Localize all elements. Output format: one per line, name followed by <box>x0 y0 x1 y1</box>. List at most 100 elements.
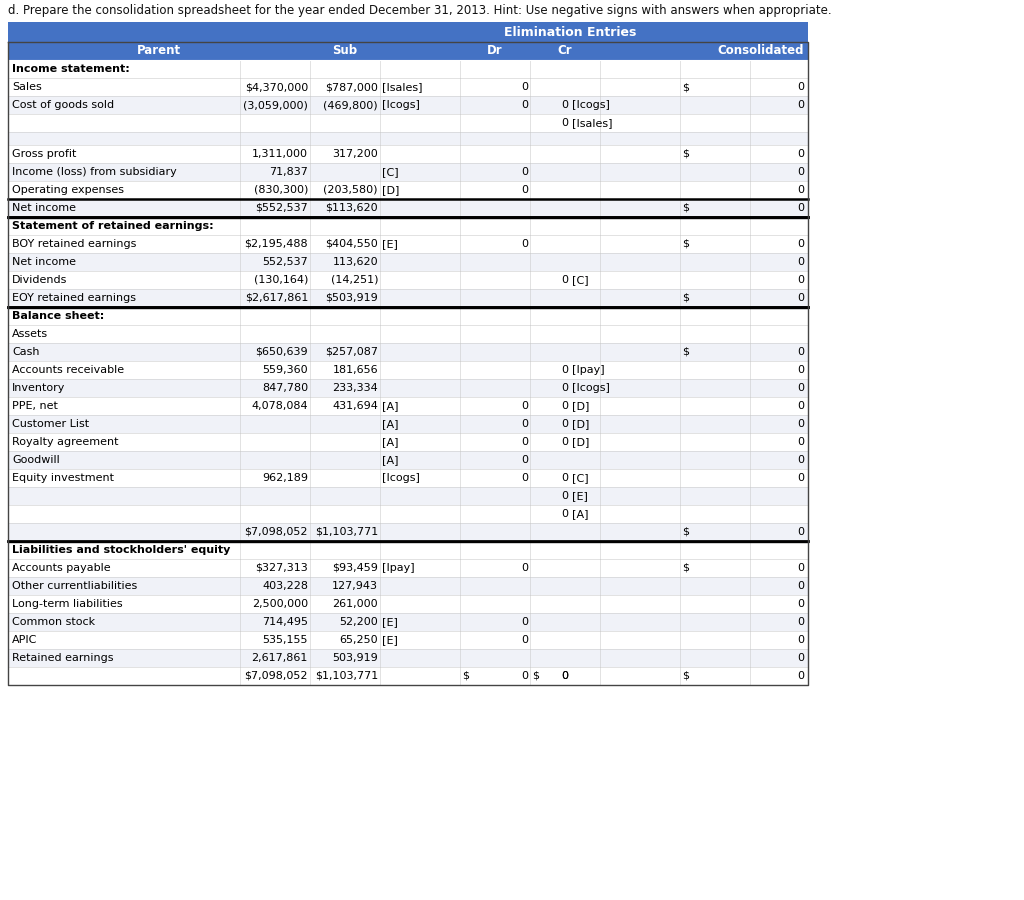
Text: $113,620: $113,620 <box>326 202 378 212</box>
Text: 1,311,000: 1,311,000 <box>252 148 308 158</box>
Bar <box>8 60 808 78</box>
Bar <box>8 235 808 253</box>
Bar <box>8 114 808 132</box>
Text: $787,000: $787,000 <box>326 82 378 92</box>
Bar <box>8 559 808 577</box>
Bar <box>8 253 808 271</box>
Text: 0: 0 <box>797 364 804 374</box>
Text: Consolidated: Consolidated <box>718 44 804 58</box>
Text: [Ipay]: [Ipay] <box>382 562 415 572</box>
Text: $257,087: $257,087 <box>325 346 378 356</box>
Text: Long-term liabilities: Long-term liabilities <box>12 598 123 608</box>
Bar <box>8 163 808 181</box>
Text: [D]: [D] <box>572 436 590 446</box>
Text: $4,370,000: $4,370,000 <box>245 82 308 92</box>
Text: 0: 0 <box>521 670 528 680</box>
Text: $1,103,771: $1,103,771 <box>314 670 378 680</box>
Text: APIC: APIC <box>12 634 37 644</box>
Bar <box>8 22 808 42</box>
Text: (130,164): (130,164) <box>254 274 308 284</box>
Bar <box>8 289 808 307</box>
Text: Cash: Cash <box>12 346 40 356</box>
Text: [C]: [C] <box>572 274 589 284</box>
Text: [D]: [D] <box>572 400 590 410</box>
Text: $: $ <box>462 670 469 680</box>
Text: [Icogs]: [Icogs] <box>382 100 420 110</box>
Text: 0: 0 <box>797 346 804 356</box>
Text: [A]: [A] <box>382 454 398 464</box>
Text: [E]: [E] <box>382 616 398 626</box>
Bar <box>8 78 808 96</box>
Text: [A]: [A] <box>572 508 589 518</box>
Text: $: $ <box>682 292 689 302</box>
Text: 0: 0 <box>797 184 804 194</box>
Text: [C]: [C] <box>382 166 398 176</box>
Text: Parent: Parent <box>137 44 181 58</box>
Text: [Ipay]: [Ipay] <box>572 364 604 374</box>
Text: 0: 0 <box>797 418 804 428</box>
Text: $: $ <box>682 562 689 572</box>
Text: 0: 0 <box>797 238 804 248</box>
Text: 0: 0 <box>797 652 804 662</box>
Text: 0: 0 <box>797 100 804 110</box>
Text: $1,103,771: $1,103,771 <box>314 526 378 536</box>
Text: 0: 0 <box>797 256 804 266</box>
Bar <box>8 613 808 631</box>
Bar <box>8 523 808 541</box>
Bar <box>8 379 808 397</box>
Text: 317,200: 317,200 <box>332 148 378 158</box>
Text: [E]: [E] <box>572 491 588 500</box>
Text: Sales: Sales <box>12 82 42 92</box>
Bar <box>8 181 808 199</box>
Text: $404,550: $404,550 <box>326 238 378 248</box>
Text: 113,620: 113,620 <box>333 256 378 266</box>
Bar <box>8 649 808 667</box>
Text: $: $ <box>682 670 689 680</box>
Text: 0: 0 <box>561 670 568 680</box>
Text: 0: 0 <box>797 526 804 536</box>
Bar <box>8 145 808 163</box>
Text: Common stock: Common stock <box>12 616 95 626</box>
Text: [A]: [A] <box>382 418 398 428</box>
Text: 0: 0 <box>797 82 804 92</box>
Text: 0: 0 <box>797 616 804 626</box>
Text: 714,495: 714,495 <box>262 616 308 626</box>
Text: 0: 0 <box>797 292 804 302</box>
Text: PPE, net: PPE, net <box>12 400 58 410</box>
Text: Inventory: Inventory <box>12 382 66 392</box>
Text: $: $ <box>682 202 689 212</box>
Text: 0: 0 <box>561 364 568 374</box>
Text: 0: 0 <box>797 436 804 446</box>
Text: 0: 0 <box>521 238 528 248</box>
Bar <box>8 325 808 343</box>
Text: Liabilities and stockholders' equity: Liabilities and stockholders' equity <box>12 544 230 554</box>
Text: 127,943: 127,943 <box>332 580 378 590</box>
Text: $: $ <box>682 148 689 158</box>
Text: [D]: [D] <box>382 184 399 194</box>
Text: 0: 0 <box>797 166 804 176</box>
Text: Dividends: Dividends <box>12 274 68 284</box>
Text: $: $ <box>682 238 689 248</box>
Bar <box>8 397 808 415</box>
Text: 0: 0 <box>521 616 528 626</box>
Text: EOY retained earnings: EOY retained earnings <box>12 292 136 302</box>
Text: 0: 0 <box>521 184 528 194</box>
Text: 0: 0 <box>797 274 804 284</box>
Bar <box>8 415 808 433</box>
Text: (830,300): (830,300) <box>254 184 308 194</box>
Text: [A]: [A] <box>382 400 398 410</box>
Text: 0: 0 <box>797 454 804 464</box>
Text: [C]: [C] <box>572 472 589 482</box>
Text: $552,537: $552,537 <box>255 202 308 212</box>
Text: 552,537: 552,537 <box>262 256 308 266</box>
Text: 0: 0 <box>797 580 804 590</box>
Bar <box>8 96 808 114</box>
Text: [Icogs]: [Icogs] <box>572 382 610 392</box>
Text: $: $ <box>682 82 689 92</box>
Text: Retained earnings: Retained earnings <box>12 652 114 662</box>
Bar <box>8 631 808 649</box>
Text: $2,617,861: $2,617,861 <box>245 292 308 302</box>
Text: Equity investment: Equity investment <box>12 472 114 482</box>
Bar <box>8 343 808 361</box>
Text: 2,617,861: 2,617,861 <box>252 652 308 662</box>
